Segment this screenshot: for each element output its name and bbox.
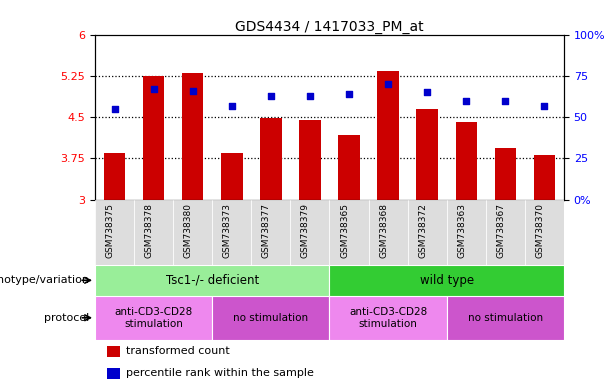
Bar xyxy=(330,200,368,265)
Bar xyxy=(212,200,251,265)
Text: GSM738379: GSM738379 xyxy=(301,203,310,258)
Text: anti-CD3-CD28
stimulation: anti-CD3-CD28 stimulation xyxy=(349,307,427,329)
Bar xyxy=(338,135,360,200)
Text: GSM738363: GSM738363 xyxy=(457,203,466,258)
Text: protocol: protocol xyxy=(44,313,89,323)
Point xyxy=(422,89,432,96)
Bar xyxy=(212,296,330,340)
Bar xyxy=(330,265,564,296)
Text: no stimulation: no stimulation xyxy=(468,313,543,323)
Text: no stimulation: no stimulation xyxy=(234,313,308,323)
Point xyxy=(462,98,471,104)
Text: GSM738365: GSM738365 xyxy=(340,203,349,258)
Text: transformed count: transformed count xyxy=(126,346,230,356)
Text: wild type: wild type xyxy=(420,274,474,287)
Bar xyxy=(251,200,291,265)
Text: GSM738367: GSM738367 xyxy=(497,203,505,258)
Bar xyxy=(495,149,516,200)
Bar xyxy=(95,265,330,296)
Text: GSM738375: GSM738375 xyxy=(105,203,115,258)
Bar xyxy=(221,153,243,200)
Point xyxy=(539,103,549,109)
Bar xyxy=(260,118,281,200)
Text: GSM738377: GSM738377 xyxy=(262,203,271,258)
Point xyxy=(110,106,120,112)
Bar xyxy=(107,346,120,357)
Bar xyxy=(173,200,212,265)
Point xyxy=(188,88,197,94)
Bar xyxy=(534,154,555,200)
Point xyxy=(305,93,315,99)
Text: anti-CD3-CD28
stimulation: anti-CD3-CD28 stimulation xyxy=(115,307,192,329)
Text: GSM738372: GSM738372 xyxy=(418,203,427,258)
Bar xyxy=(416,109,438,200)
Point xyxy=(344,91,354,97)
Bar xyxy=(143,76,164,200)
Bar xyxy=(182,73,204,200)
Bar xyxy=(95,200,134,265)
Bar xyxy=(525,200,564,265)
Point xyxy=(227,103,237,109)
Point xyxy=(383,81,393,87)
Bar xyxy=(134,200,173,265)
Text: GSM738368: GSM738368 xyxy=(379,203,388,258)
Bar xyxy=(447,296,564,340)
Bar xyxy=(299,121,321,200)
Bar xyxy=(107,367,120,379)
Bar xyxy=(95,296,212,340)
Bar xyxy=(104,153,125,200)
Bar xyxy=(378,71,399,200)
Text: GSM738373: GSM738373 xyxy=(223,203,232,258)
Title: GDS4434 / 1417033_PM_at: GDS4434 / 1417033_PM_at xyxy=(235,20,424,33)
Point xyxy=(266,93,276,99)
Text: percentile rank within the sample: percentile rank within the sample xyxy=(126,368,314,378)
Bar xyxy=(330,296,447,340)
Bar xyxy=(455,121,477,200)
Text: Tsc1-/- deficient: Tsc1-/- deficient xyxy=(166,274,259,287)
Text: GSM738378: GSM738378 xyxy=(145,203,154,258)
Text: GSM738370: GSM738370 xyxy=(535,203,544,258)
Bar xyxy=(486,200,525,265)
Bar xyxy=(408,200,447,265)
Text: genotype/variation: genotype/variation xyxy=(0,275,89,285)
Text: GSM738380: GSM738380 xyxy=(184,203,192,258)
Point xyxy=(149,86,159,92)
Bar xyxy=(291,200,330,265)
Point xyxy=(500,98,510,104)
Bar xyxy=(447,200,486,265)
Bar xyxy=(368,200,408,265)
